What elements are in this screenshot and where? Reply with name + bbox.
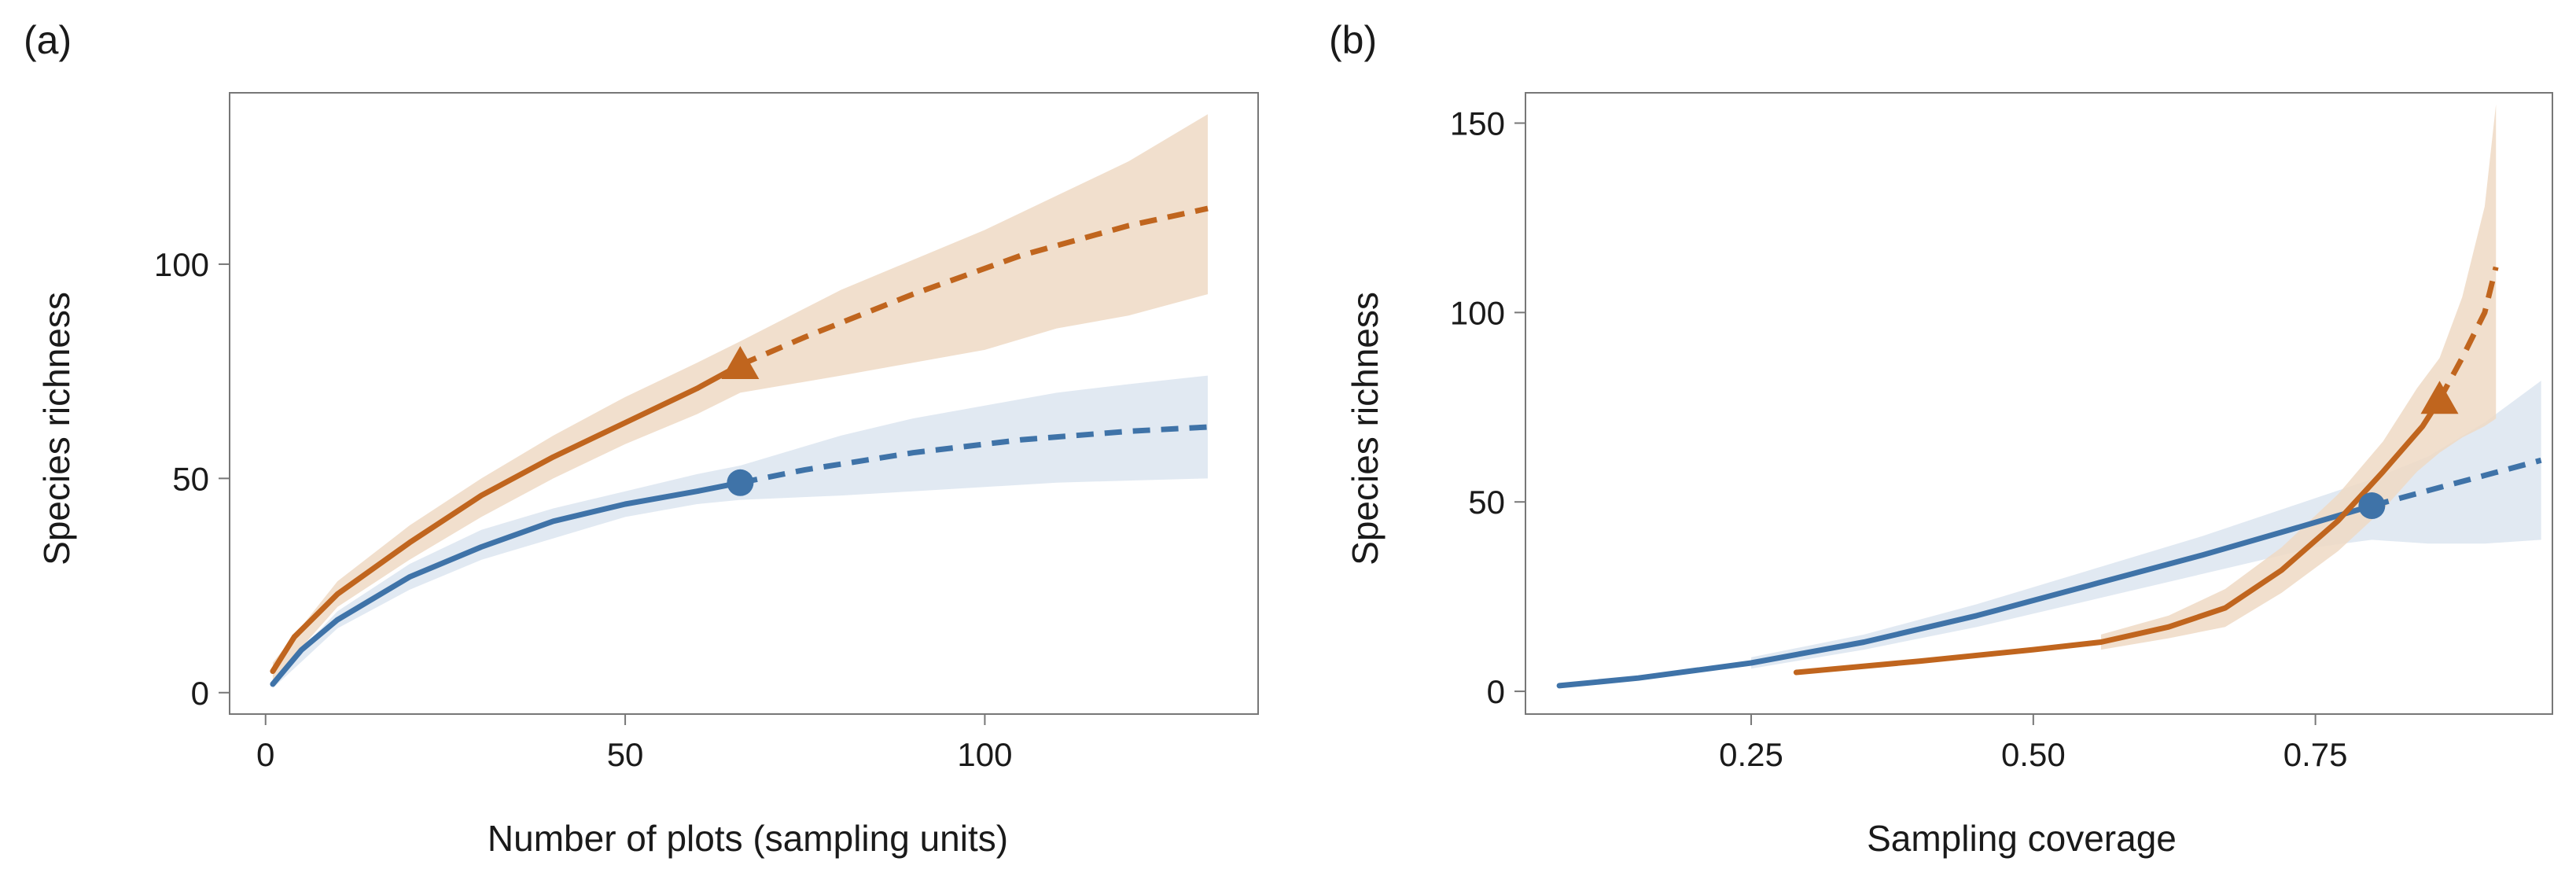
panel-a-orange-extrapolated-line <box>739 205 1209 368</box>
panel-b-y-tick-label: 150 <box>1450 105 1505 142</box>
panel-a-y-axis-title: Species richness <box>36 292 77 565</box>
panel-a-blue-observed-point <box>727 469 754 496</box>
panel-a-blue-extrapolated-line <box>739 424 1209 486</box>
panel-b-orange-interpolated-line <box>1793 396 2442 676</box>
panel-a-orange-interpolated-line <box>270 362 743 674</box>
panel-a-x-tick-label: 50 <box>607 736 644 773</box>
panel-b-blue-observed-point <box>2358 492 2386 520</box>
panel-a-orange-confidence-band <box>272 114 1208 680</box>
panel-b-orange-observed-point <box>2420 381 2459 414</box>
panel-b-x-axis-title: Sampling coverage <box>1867 818 2177 859</box>
panel-b-y-tick-label: 50 <box>1468 484 1505 521</box>
panel-b-blue-interpolated-line <box>1556 503 2375 689</box>
panel-a-orange-observed-point <box>721 346 760 379</box>
panel-b-label: (b) <box>1329 18 1377 62</box>
panel-b-x-tick-label: 0.50 <box>2001 736 2066 773</box>
panel-b-chart: (b) Sampling coverage Species richness 0… <box>1329 18 2553 859</box>
panel-b-x-tick-label: 0.25 <box>1719 736 1783 773</box>
panel-a-blue-interpolated-line <box>270 480 743 687</box>
panel-a-chart: (a) Number of plots (sampling units) Spe… <box>24 18 1259 859</box>
panel-a-label: (a) <box>24 18 72 62</box>
panel-b-y-tick-label: 100 <box>1450 294 1505 331</box>
panel-b-blue-confidence-band <box>1751 381 2541 669</box>
panel-b-plot-frame <box>1525 92 2553 715</box>
panel-b-orange-confidence-band <box>2100 104 2497 650</box>
panel-b-y-tick-label: 0 <box>1487 673 1505 710</box>
panel-a-x-axis-title: Number of plots (sampling units) <box>488 818 1008 859</box>
panel-a-y-tick-label: 50 <box>172 460 209 497</box>
panel-b-x-tick-label: 0.75 <box>2283 736 2348 773</box>
panel-b-blue-extrapolated-line <box>2371 457 2542 509</box>
panel-a-x-tick-label: 100 <box>957 736 1012 773</box>
panel-a-y-tick-label: 100 <box>154 246 209 283</box>
panel-b-y-axis-title: Species richness <box>1345 292 1386 565</box>
panel-a-blue-confidence-band <box>272 375 1208 689</box>
panel-a-y-tick-label: 0 <box>191 675 209 712</box>
panel-a-x-tick-label: 0 <box>256 736 274 773</box>
panel-b-orange-extrapolated-line <box>2437 266 2499 401</box>
panel-a-plot-frame <box>229 92 1259 715</box>
